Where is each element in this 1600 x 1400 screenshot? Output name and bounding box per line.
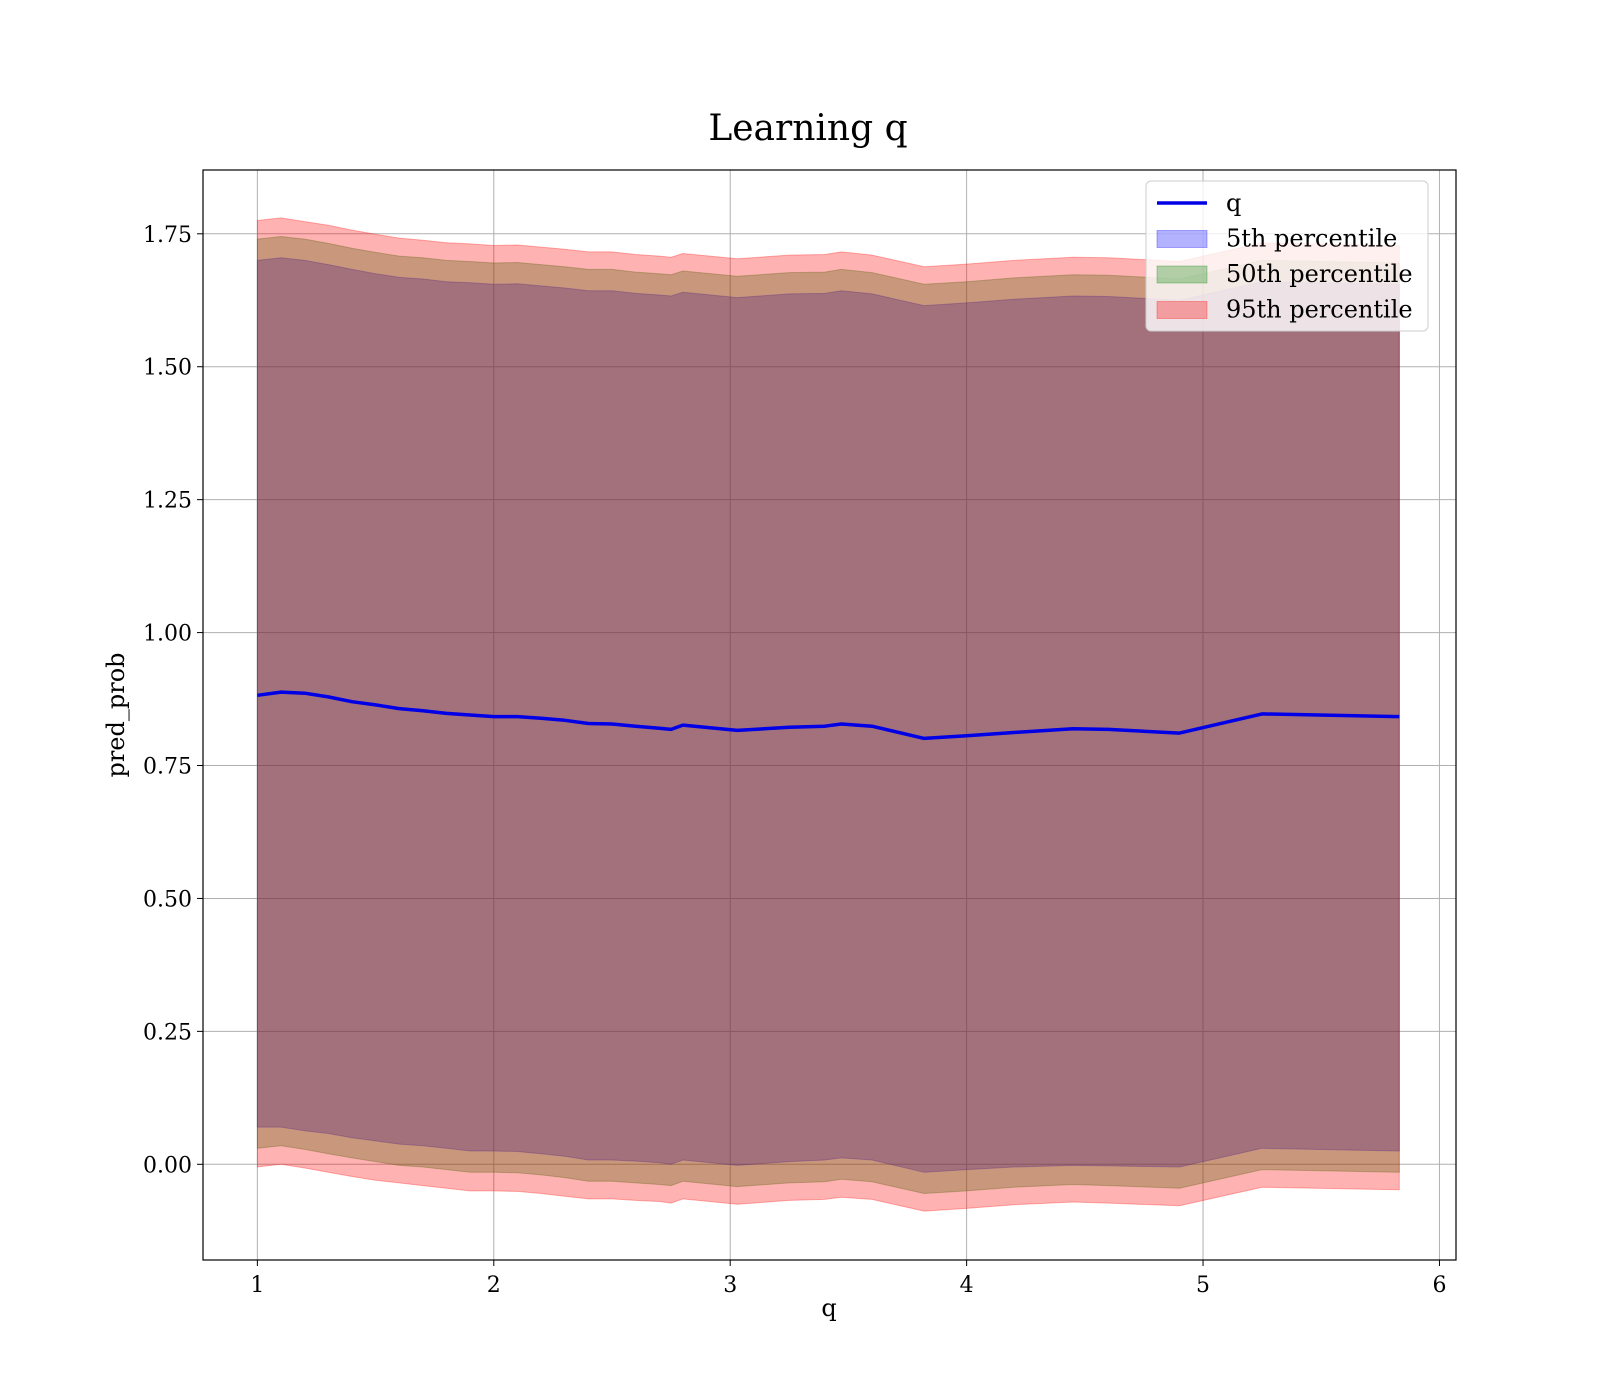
legend-label-5th-percentile: 5th percentile [1226, 225, 1397, 253]
x-tick-label: 3 [723, 1273, 737, 1298]
95th-percentile-band [257, 218, 1399, 1211]
x-tick-label: 1 [250, 1273, 264, 1298]
legend: q 5th percentile 50th percentile 95th perce… [1146, 181, 1428, 331]
y-tick-label: 0.50 [143, 887, 192, 912]
x-tick-label: 6 [1432, 1273, 1446, 1298]
legend-swatch-5th-percentile [1157, 231, 1207, 248]
y-tick-label: 0.75 [143, 755, 192, 780]
legend-swatch-95th-percentile [1157, 302, 1207, 319]
y-tick-label: 1.75 [143, 223, 192, 248]
x-tick-label: 5 [1196, 1273, 1210, 1298]
y-axis-label: pred_prob [102, 652, 130, 777]
x-tick-label: 4 [960, 1273, 974, 1298]
y-tick-label: 1.50 [143, 356, 192, 381]
x-tick-label: 2 [487, 1273, 501, 1298]
chart-title: Learning q [708, 108, 907, 149]
y-tick-label: 0.00 [143, 1153, 192, 1178]
y-tick-label: 0.25 [143, 1020, 192, 1045]
x-axis-label: q [821, 1294, 836, 1322]
legend-swatch-50th-percentile [1157, 266, 1207, 283]
y-tick-label: 1.25 [143, 489, 192, 514]
legend-label-95th-percentile: 95th percentile [1226, 296, 1413, 324]
percentile-bands [257, 218, 1399, 1211]
legend-label-q: q [1226, 189, 1241, 217]
y-tick-label: 1.00 [143, 622, 192, 647]
legend-label-50th-percentile: 50th percentile [1226, 260, 1413, 288]
